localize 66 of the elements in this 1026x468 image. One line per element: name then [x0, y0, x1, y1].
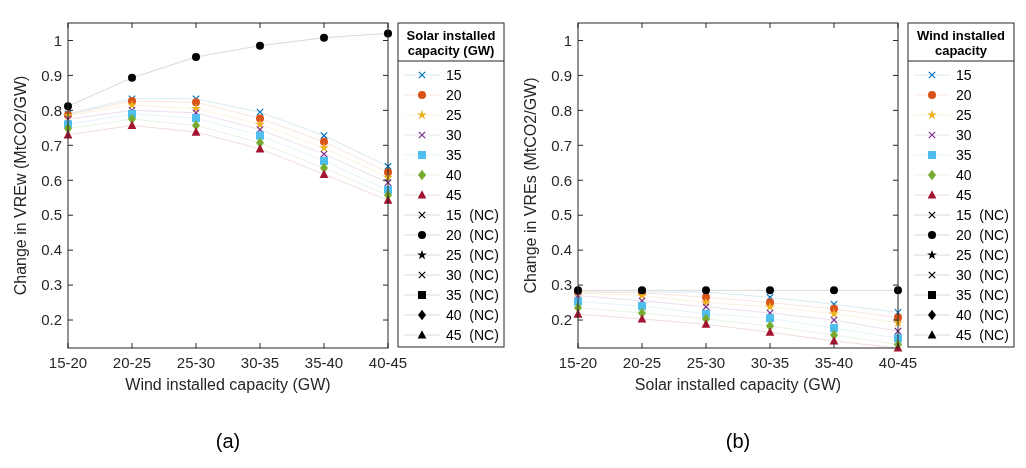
y-axis-title: Change in VREs (MtCO2/GW): [522, 77, 539, 294]
x-axis-title: Solar installed capacity (GW): [634, 376, 842, 393]
x-tick-label: 30-35: [750, 354, 790, 371]
legend-label: 25: [956, 106, 972, 123]
legend-label: 35 (NC): [446, 286, 499, 303]
y-tick-label: 0.9: [551, 66, 572, 84]
legend-label: 30: [956, 126, 972, 143]
x-axis-title: Wind installed capacity (GW): [125, 376, 331, 393]
x-tick-label: 40-45: [368, 354, 408, 371]
legend-label: 40 (NC): [956, 306, 1009, 323]
x-tick-label: 30-35: [240, 354, 280, 371]
y-tick-label: 0.2: [41, 311, 62, 329]
y-tick-label: 0.5: [41, 206, 62, 224]
legend-label: 15: [956, 66, 972, 83]
y-axis-title: Change in VREw (MtCO2/GW): [12, 75, 29, 296]
legend-label: 45: [956, 186, 972, 203]
x-tick-label: 20-25: [112, 354, 152, 371]
legend-label: 35 (NC): [956, 286, 1009, 303]
legend-label: 25 (NC): [956, 246, 1009, 263]
x-tick-label: 35-40: [814, 354, 854, 371]
legend-label: 40 (NC): [446, 306, 499, 323]
x-tick-label: 25-30: [176, 354, 216, 371]
y-tick-label: 0.6: [41, 171, 62, 189]
legend-label: 30: [446, 126, 462, 143]
legend-label: 40: [446, 166, 462, 183]
y-tick-label: 0.7: [41, 136, 62, 154]
legend-label: 35: [446, 146, 462, 163]
legend-title: Wind installed capacity: [917, 28, 1006, 58]
y-tick-label: 1: [563, 31, 572, 49]
legend-label: 15 (NC): [956, 206, 1009, 223]
legend-label: 45: [446, 186, 462, 203]
text: (b): [725, 430, 751, 452]
y-tick-label: 0.9: [41, 66, 62, 84]
legend-label: 25: [446, 106, 462, 123]
y-tick-label: 0.7: [551, 136, 572, 154]
legend-label: 25 (NC): [446, 246, 499, 263]
x-tick-label: 20-25: [622, 354, 662, 371]
legend-label: 20: [956, 86, 972, 103]
y-tick-label: 0.8: [551, 101, 572, 119]
legend-label: 20: [446, 86, 462, 103]
y-tick-label: 0.2: [551, 311, 572, 329]
legend-label: 40: [956, 166, 972, 183]
legend-title: Solar installed capacity (GW): [406, 28, 496, 58]
y-tick-label: 0.3: [41, 276, 62, 294]
y-tick-label: 0.6: [551, 171, 572, 189]
y-tick-label: 0.4: [41, 241, 62, 259]
legend-label: 30 (NC): [446, 266, 499, 283]
y-tick-label: 0.5: [551, 206, 572, 224]
y-tick-label: 1: [53, 31, 62, 49]
x-tick-label: 40-45: [878, 354, 918, 371]
legend-label: 45 (NC): [446, 326, 499, 343]
x-tick-label: 15-20: [558, 354, 598, 371]
x-tick-label: 35-40: [304, 354, 344, 371]
legend-label: 20 (NC): [956, 226, 1009, 243]
legend-label: 20 (NC): [446, 226, 499, 243]
legend-label: 45 (NC): [956, 326, 1009, 343]
legend-label: 35: [956, 146, 972, 163]
legend-label: 15: [446, 66, 462, 83]
legend-label: 30 (NC): [956, 266, 1009, 283]
y-tick-label: 0.3: [551, 276, 572, 294]
text: (a): [215, 430, 241, 452]
legend-label: 15 (NC): [446, 206, 499, 223]
x-tick-label: 25-30: [686, 354, 726, 371]
y-tick-label: 0.4: [551, 241, 572, 259]
x-tick-label: 15-20: [48, 354, 88, 371]
y-tick-label: 0.8: [41, 101, 62, 119]
